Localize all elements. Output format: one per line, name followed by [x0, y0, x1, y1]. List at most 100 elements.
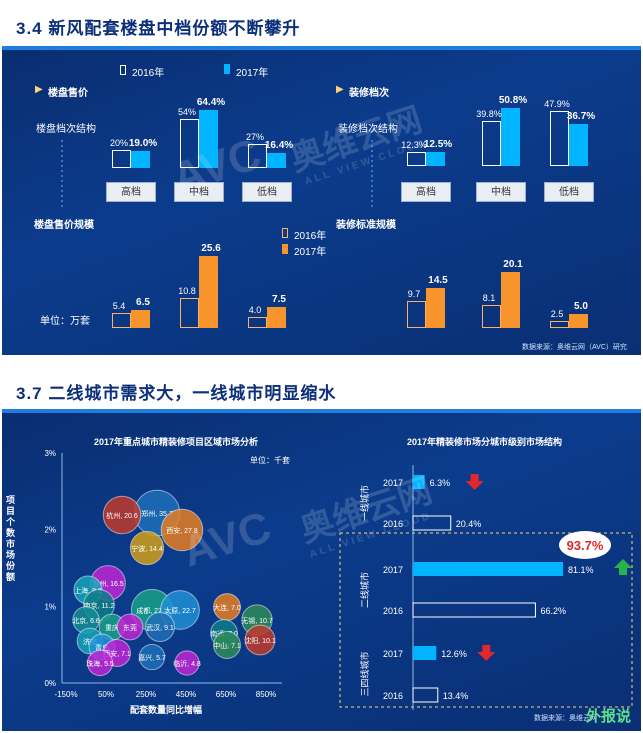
- bar-2017: [267, 153, 286, 168]
- bar-2017-label: 5.0: [574, 301, 588, 313]
- legend2-2016-swatch: [282, 228, 288, 238]
- left-bottom-label: 楼盘售价规模: [34, 220, 94, 231]
- hbar-year: 2017: [383, 478, 403, 488]
- title-band: [2, 2, 641, 48]
- bar-2016-label: 2.5: [550, 309, 564, 320]
- bubble-13: 东莞: [116, 613, 144, 641]
- hbar-title: 2017年精装修市场分城市级别市场结构: [407, 437, 563, 447]
- bar-2017-label: 16.4%: [264, 140, 294, 152]
- scatter-y-tick: 2%: [44, 526, 56, 535]
- slide1-bg-svg: [2, 2, 641, 210]
- bubble-label: 上海, 8.2: [74, 586, 102, 595]
- bar-2017-label: 36.7%: [566, 111, 596, 123]
- hbar-year: 2017: [383, 649, 403, 659]
- hbar-year: 2016: [383, 519, 403, 529]
- bar-2016: [407, 300, 426, 328]
- bar-2017-label: 7.5: [272, 293, 286, 305]
- bar-2017: [569, 124, 588, 166]
- bar-2017: [426, 151, 445, 166]
- bar-2016: [550, 321, 569, 328]
- bubble-label: 临沂, 4.8: [173, 659, 201, 668]
- hbar-highlight-box: [339, 532, 633, 708]
- bar-2017: [131, 150, 150, 168]
- hbar-group-label: 一线城市: [359, 485, 370, 521]
- bar-2016-label: 54%: [177, 107, 196, 118]
- bubble-label: 重庆: [105, 623, 119, 632]
- bar-2017-label: 19.0%: [128, 137, 158, 149]
- bubble-label: 沈阳, 10.1: [244, 636, 276, 645]
- right-header: 装修档次: [349, 88, 389, 99]
- left-top-label: 楼盘档次结构: [36, 124, 96, 135]
- bubble-label: 太原, 22.7: [164, 606, 196, 615]
- scatter-x-tick: 250%: [136, 690, 156, 699]
- bubble-circle: [244, 624, 276, 656]
- bubble-2: 西安, 27.8: [160, 508, 204, 552]
- category-box: 中档: [476, 182, 526, 202]
- scatter-y-tick: 3%: [44, 449, 56, 458]
- slide2-svg: 0% 1% 2% 3% -150% 50% 250% 450% 650% 850% 郑州, 35.7…: [2, 365, 641, 710]
- corner-logo: 外报说: [586, 708, 632, 725]
- bar-2017-label: 50.8%: [498, 95, 528, 106]
- bar-2017-label: 12.5%: [423, 138, 453, 150]
- right-bottom-label: 装修标准规模: [336, 220, 396, 231]
- scatter-title: 2017年重点城市精装修项目区域市场分析: [94, 437, 259, 447]
- bar-2017: [199, 256, 218, 328]
- legend2-2017-swatch: [282, 244, 288, 254]
- title-underline-2: [2, 409, 641, 413]
- bar-2016-label: 20%: [109, 137, 128, 148]
- slide1-source: 数据来源：奥维云网（AVC）研究: [522, 344, 627, 351]
- bubble-label: 西安, 7.1: [103, 649, 131, 658]
- down-arrow-icon: [465, 474, 484, 490]
- bubble-label: 成都, 27.2: [136, 606, 168, 615]
- slide2-title: 3.7 二线城市需求大，一线城市明显缩水: [16, 384, 337, 403]
- hbar-year: 2016: [383, 606, 403, 616]
- bubble-circle: [116, 613, 144, 641]
- bar-2017: [199, 110, 218, 168]
- bar-2016: [112, 149, 131, 168]
- bubble-label: 郑州, 35.7: [141, 510, 173, 518]
- hbar-bar: [412, 602, 536, 618]
- callout-bubble: [559, 531, 611, 559]
- scatter-y-tick: 0%: [44, 679, 56, 688]
- bubble-circle: [160, 508, 204, 552]
- bubble-23: 临沂, 4.8: [173, 650, 201, 676]
- hbar-bar: [413, 562, 563, 576]
- scatter-x-tick: 850%: [256, 690, 276, 699]
- bar-2016: [180, 297, 199, 328]
- legend-2016-label: 2016年: [132, 68, 165, 79]
- bar-2017-label: 25.6: [201, 243, 221, 254]
- hbar-value: 6.3%: [430, 478, 451, 488]
- bubble-label: 青岛: [95, 643, 109, 652]
- bubble-label: 中山, 7.1: [213, 641, 241, 650]
- legend2-2017-label: 2017年: [294, 247, 327, 258]
- scatter-x-tick: 650%: [216, 690, 236, 699]
- scatter-y-tick: 1%: [44, 602, 56, 611]
- scatter-x-tick: 50%: [98, 690, 114, 699]
- bar-2016: [407, 151, 426, 166]
- bar-2016: [482, 120, 501, 166]
- bar-2016-label: 4.0: [248, 304, 262, 315]
- slide-mid-tier-share: 3.4 新风配套楼盘中档份额不断攀升 2016年 2017年 ▶ 楼盘售价 ▶ …: [2, 2, 641, 355]
- bar-2017-label: 64.4%: [196, 97, 226, 108]
- bubble-label: 大连, 7.0: [213, 603, 241, 612]
- bubble-label: 无锡, 10.7: [241, 616, 273, 625]
- bubble-17: 中山, 7.1: [213, 631, 241, 659]
- bubble-circle: [145, 612, 175, 642]
- hbar-value: 20.4%: [456, 519, 482, 529]
- hbar-bar: [412, 687, 439, 703]
- bubble-label: 北京, 6.6: [72, 616, 100, 625]
- bubble-circle: [86, 649, 114, 677]
- hbar-bar: [413, 646, 437, 660]
- bubble-label: 南京, 11.2: [84, 601, 115, 610]
- header-arrow-right: ▶: [336, 84, 344, 95]
- bubble-9: 大连, 7.0: [213, 593, 241, 621]
- slide1-title: 3.4 新风配套楼盘中档份额不断攀升: [16, 19, 301, 38]
- header-arrow-left: ▶: [35, 84, 43, 95]
- bar-2017-label: 6.5: [136, 296, 150, 308]
- bubble-label: 杭州, 20.6: [106, 511, 138, 520]
- bubble-circle: [138, 643, 166, 671]
- scatter-unit: 单位：千套: [250, 456, 290, 465]
- bubble-label: 珠海, 5.5: [86, 659, 114, 668]
- hbar-group-label: 二线城市: [359, 572, 370, 608]
- legend-2017-label: 2017年: [236, 68, 269, 79]
